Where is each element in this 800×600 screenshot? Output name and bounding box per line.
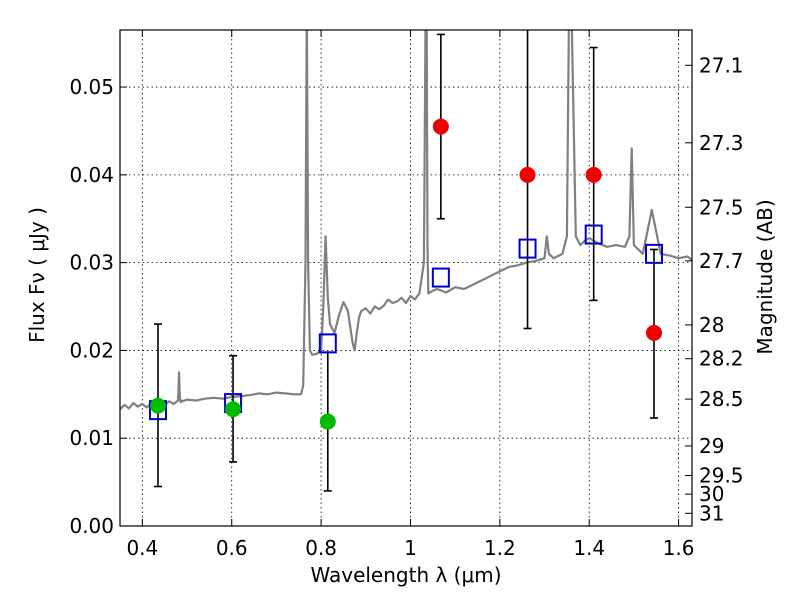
magnitude-axis-label: Magnitude (AB) xyxy=(753,199,777,354)
plot-frame xyxy=(119,29,693,527)
non-detection-point xyxy=(432,118,449,135)
magnitude-tick-label: 31 xyxy=(699,501,724,525)
non-detection-point xyxy=(585,166,602,183)
magnitude-tick-label: 27.5 xyxy=(699,195,744,219)
x-tick-label: 1.4 xyxy=(573,536,605,560)
spectrum-line xyxy=(120,30,692,410)
model-photometry-square xyxy=(518,238,537,259)
x-axis-label: Wavelength λ (μm) xyxy=(310,563,501,587)
y-tick-label: 0.04 xyxy=(69,163,114,187)
x-tick-label: 0.8 xyxy=(305,536,337,560)
x-tick-label: 1 xyxy=(404,536,417,560)
magnitude-tick-label: 29 xyxy=(699,434,724,458)
detection-point xyxy=(319,413,336,430)
magnitude-tick-label: 30 xyxy=(699,482,724,506)
magnitude-tick-label: 28.5 xyxy=(699,387,744,411)
magnitude-tick-label: 27.1 xyxy=(699,53,744,77)
axis-ticks: 0.4 0.6 0.8 1 1.2 1.4 1.6 0.00 0.01 0.02 0.03 0.04 0… xyxy=(69,30,744,560)
x-tick-label: 0.4 xyxy=(126,536,158,560)
y-tick-label: 0.01 xyxy=(69,426,114,450)
x-tick-label: 1.2 xyxy=(484,536,516,560)
magnitude-tick-label: 27.3 xyxy=(699,131,744,155)
magnitude-tick-label: 28.2 xyxy=(699,347,744,371)
x-tick-label: 0.6 xyxy=(216,536,248,560)
model-photometry-square xyxy=(645,243,664,264)
magnitude-tick-label: 28 xyxy=(699,313,724,337)
y-tick-label: 0.02 xyxy=(69,338,114,362)
model-photometry-square xyxy=(318,333,337,354)
magnitude-tick-label: 27.7 xyxy=(699,249,744,273)
x-tick-label: 1.6 xyxy=(663,536,695,560)
detection-point xyxy=(149,397,166,414)
non-detection-point xyxy=(519,166,536,183)
model-photometry-square xyxy=(584,224,603,245)
y-tick-label: 0.03 xyxy=(69,251,114,275)
plot-area xyxy=(120,30,692,492)
non-detection-point xyxy=(646,324,663,341)
y-axis-label: Flux Fν ( μJy ) xyxy=(25,207,49,343)
model-photometry-square xyxy=(431,267,450,288)
detection-point xyxy=(225,401,242,418)
magnitude-tick-label: 29.5 xyxy=(699,463,744,487)
y-tick-label: 0.05 xyxy=(69,75,114,99)
y-tick-label: 0.00 xyxy=(69,514,114,538)
